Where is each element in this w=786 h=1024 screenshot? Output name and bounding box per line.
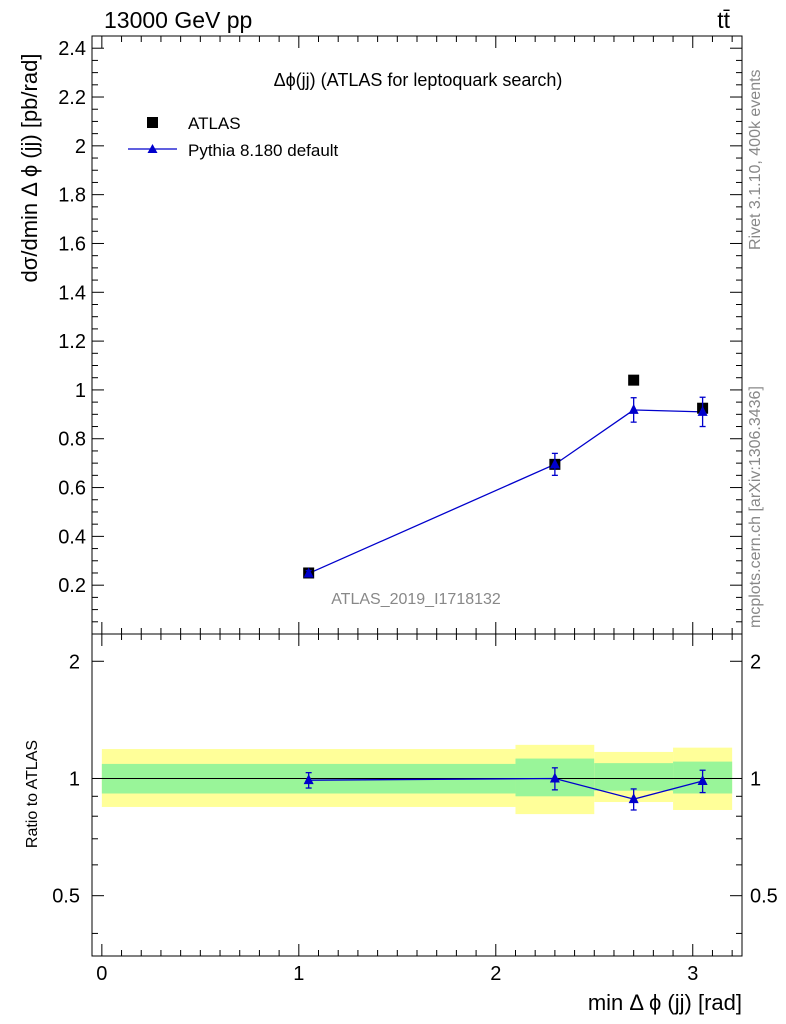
analysis-watermark: ATLAS_2019_I1718132	[331, 591, 501, 608]
energy-label: 13000 GeV pp	[104, 7, 252, 33]
y-tick-label: 2	[75, 136, 86, 158]
x-tick-label: 0	[96, 963, 107, 985]
y-tick-label: 1.6	[58, 233, 86, 255]
ratio-pythia-line	[308, 777, 703, 800]
legend: ATLAS Pythia 8.180 default	[128, 114, 339, 160]
ratio-y-tick-label-right: 0.5	[750, 886, 778, 908]
x-tick-label: 3	[687, 963, 698, 985]
ratio-data-point	[628, 793, 639, 804]
x-tick-label: 2	[490, 963, 501, 985]
pythia-data-point	[697, 405, 708, 416]
legend-atlas-marker	[147, 117, 158, 128]
ratio-y-axis-label: Ratio to ATLAS	[24, 740, 41, 848]
legend-pythia-label: Pythia 8.180 default	[188, 141, 339, 160]
y-axis-label: dσ/dmin Δ ϕ (jj) [pb/rad]	[17, 54, 42, 283]
legend-atlas-label: ATLAS	[188, 114, 241, 133]
y-tick-label: 2.2	[58, 87, 86, 109]
pythia-line	[308, 409, 703, 575]
ratio-band-inner	[594, 763, 674, 791]
ratio-data-point	[697, 775, 708, 786]
x-tick-label: 1	[293, 963, 304, 985]
y-tick-label: 0.4	[58, 526, 86, 548]
legend-pythia-marker	[147, 144, 158, 153]
chart-title: Δϕ(jj) (ATLAS for leptoquark search)	[274, 70, 563, 90]
y-tick-label: 1.8	[58, 185, 86, 207]
atlas-data-point	[628, 374, 640, 386]
main-panel: Δϕ(jj) (ATLAS for leptoquark search) dσ/…	[17, 35, 743, 635]
y-tick-label: 1	[75, 380, 86, 402]
rivet-label: Rivet 3.1.10, 400k events	[747, 69, 764, 250]
pythia-data-point	[628, 403, 639, 414]
ratio-y-tick-label: 0.5	[52, 886, 80, 908]
y-tick-label: 1.2	[58, 331, 86, 353]
y-tick-label: 1.4	[58, 282, 86, 304]
ratio-y-tick-label: 2	[69, 651, 80, 673]
ratio-panel: Ratio to ATLAS min Δ ϕ (jj) [rad] 0 1 2 3 0.…	[24, 633, 778, 1015]
ratio-y-tick-label-right: 1	[750, 768, 761, 790]
ratio-data-point	[303, 774, 314, 785]
x-axis-label: min Δ ϕ (jj) [rad]	[588, 990, 742, 1015]
ratio-y-tick-label: 1	[69, 768, 80, 790]
pythia-data-point	[549, 458, 560, 469]
source-label: mcplots.cern.ch [arXiv:1306.3436]	[747, 386, 764, 628]
process-label: tt̄	[717, 7, 730, 33]
ratio-data-point	[549, 772, 560, 783]
y-tick-label: 0.2	[58, 575, 86, 597]
y-tick-label: 0.6	[58, 478, 86, 500]
y-tick-label: 0.8	[58, 429, 86, 451]
ratio-y-tick-label-right: 2	[750, 651, 761, 673]
pythia-data-point	[303, 567, 314, 578]
y-tick-label: 2.4	[58, 38, 86, 60]
